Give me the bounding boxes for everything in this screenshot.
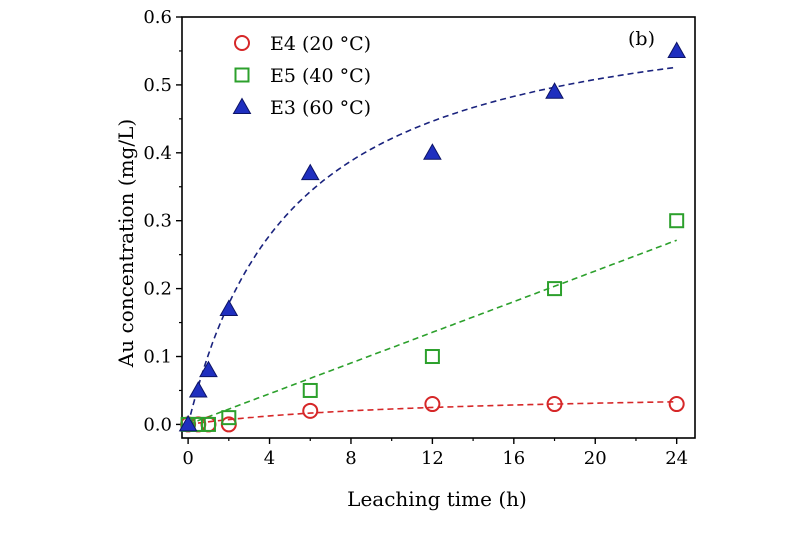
fit-line-e4: [188, 401, 677, 426]
y-tick-label: 0.0: [143, 414, 172, 435]
y-tick-label: 0.3: [143, 211, 172, 232]
x-axis-title: Leaching time (h): [347, 487, 527, 511]
y-tick-label: 0.4: [143, 143, 172, 164]
plot-frame: [181, 16, 696, 439]
data-point-e5: [669, 213, 685, 229]
legend-label-e5: E5 (40 °C): [270, 65, 371, 87]
fit-line-e5: [187, 239, 677, 426]
y-axis-title: Au concentration (mg/L): [114, 119, 138, 368]
y-tick-label: 0.6: [143, 7, 172, 28]
panel-label: (b): [628, 28, 655, 50]
data-point-e4: [302, 402, 319, 419]
legend-marker-e3: [232, 97, 252, 114]
fit-line-e3: [187, 66, 677, 425]
data-point-e3: [219, 299, 239, 316]
y-tick-label: 0.2: [143, 279, 172, 300]
data-point-e3: [199, 360, 218, 378]
x-tick-label: 8: [345, 448, 356, 469]
y-tick-label: 0.1: [143, 347, 172, 368]
data-point-e5: [221, 410, 237, 426]
markers-layer: [178, 41, 687, 433]
y-tick-label: 0.5: [143, 75, 172, 96]
data-point-e4: [546, 396, 563, 413]
x-tick-label: 4: [264, 448, 275, 469]
x-tick-label: 20: [584, 448, 607, 469]
data-point-e5: [424, 349, 440, 365]
data-point-e4: [668, 396, 685, 413]
data-point-e5: [302, 382, 318, 398]
data-point-e3: [300, 163, 320, 181]
data-point-e5: [547, 281, 563, 297]
legend: E4 (20 °C) E5 (40 °C) E3 (60 °C): [232, 33, 371, 119]
legend-marker-e4: [234, 35, 250, 51]
data-point-e3: [667, 41, 687, 58]
x-tick-label: 16: [502, 448, 525, 469]
data-point-e3: [178, 414, 198, 432]
data-point-e4: [424, 396, 441, 413]
axes-layer: 0 4 8 12 16 20 24 0.0 0.1 0.2 0.3 0.4 0.5 0.6: [143, 7, 696, 469]
data-point-e3: [423, 143, 442, 160]
data-point-e3: [545, 82, 564, 99]
x-tick-label: 0: [182, 448, 193, 469]
fit-lines-layer: [187, 66, 677, 426]
x-tick-label: 24: [665, 448, 688, 469]
data-point-e4: [200, 416, 217, 433]
legend-label-e4: E4 (20 °C): [270, 33, 371, 55]
data-point-e3: [188, 380, 208, 398]
legend-label-e3: E3 (60 °C): [270, 97, 371, 119]
x-tick-label: 12: [421, 448, 444, 469]
legend-marker-e5: [234, 67, 250, 83]
data-point-e5: [200, 416, 216, 432]
